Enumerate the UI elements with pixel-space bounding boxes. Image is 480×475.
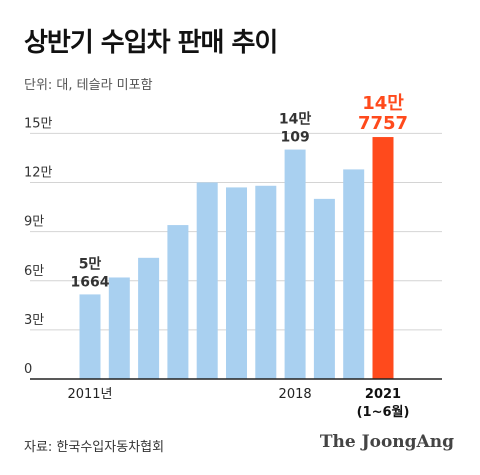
x-tick-label: 2018: [279, 387, 312, 402]
x-tick-label: 2021: [365, 387, 401, 402]
bar-2019: [313, 198, 335, 379]
bars: [79, 137, 394, 379]
bar-2018: [284, 149, 306, 379]
chart-title: 상반기 수입차 판매 추이: [24, 28, 278, 58]
y-tick-label: 3만: [24, 313, 44, 328]
data-label: 5만: [79, 256, 102, 272]
data-label: 14만: [362, 93, 404, 114]
bar-2014: [167, 225, 189, 379]
data-label: 109: [280, 130, 309, 146]
bar-2012: [108, 277, 130, 379]
bar-2017: [255, 185, 277, 379]
bar-2016: [226, 187, 247, 379]
data-label: 14만: [279, 112, 311, 128]
y-tick-label: 12만: [24, 166, 53, 181]
bar-2021: [372, 137, 394, 379]
bar-2013: [138, 257, 160, 379]
y-tick-label: 0: [24, 362, 32, 377]
bar-chart: 0 3만 6만 9만 12만 15만 2011년 2018 2021 (1~6월) 5만 1664…: [24, 93, 442, 420]
y-axis-tick-labels: 0 3만 6만 9만 12만 15만: [24, 116, 53, 377]
source-note: 자료: 한국수입자동차협회: [24, 440, 165, 455]
bar-2015: [196, 182, 218, 379]
data-label: 1664: [71, 274, 110, 290]
x-tick-sublabel: (1~6월): [357, 404, 410, 420]
y-tick-label: 15만: [24, 116, 53, 131]
y-tick-label: 9만: [24, 215, 44, 230]
x-axis-tick-labels: 2011년 2018 2021 (1~6월): [67, 387, 409, 420]
unit-note: 단위: 대, 테슬라 미포함: [24, 78, 153, 93]
bar-2020: [343, 169, 365, 379]
bar-2011: [79, 294, 101, 379]
y-tick-label: 6만: [24, 264, 44, 279]
data-label: 7757: [358, 113, 408, 134]
publisher-logo: The JoongAng: [319, 432, 454, 452]
x-tick-label: 2011년: [67, 387, 112, 402]
